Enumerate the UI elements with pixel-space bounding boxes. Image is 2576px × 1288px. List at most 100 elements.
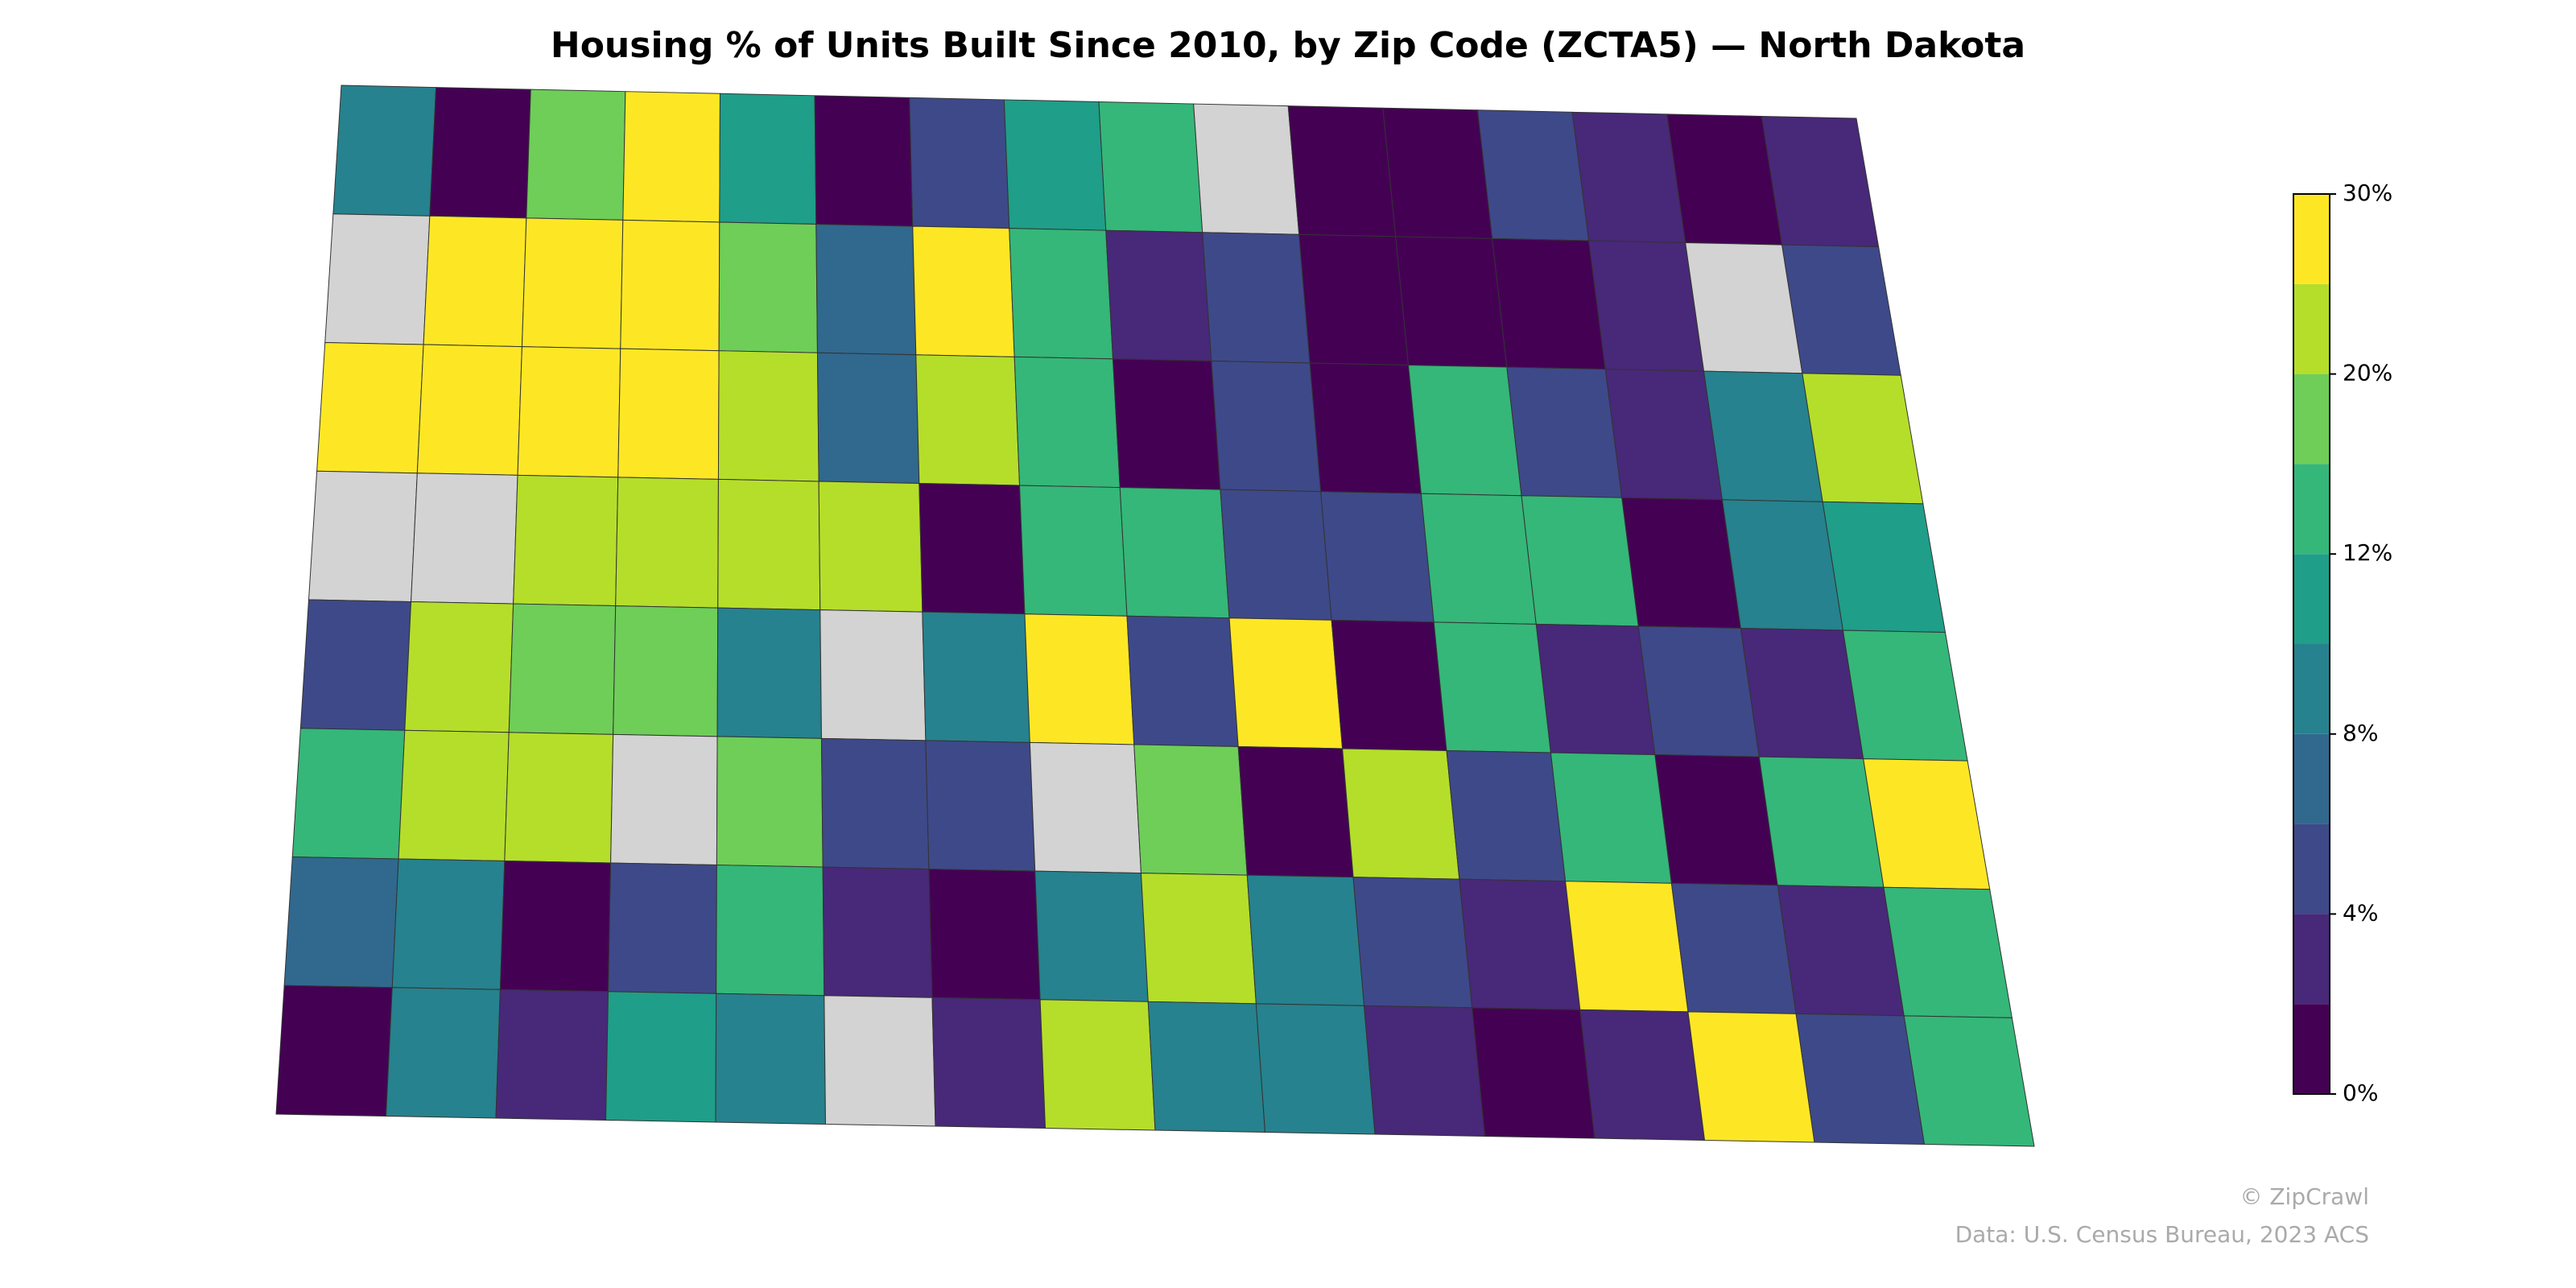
zip-region [1571, 111, 1686, 244]
colorbar-bin [2293, 914, 2330, 1005]
zip-region [717, 350, 819, 482]
zip-region [915, 354, 1021, 486]
colorbar-bin [2293, 824, 2330, 914]
zip-region [1382, 107, 1493, 239]
zip-region [1309, 362, 1422, 494]
zip-region [416, 344, 522, 476]
zip-region [822, 866, 933, 998]
zip-region [824, 995, 936, 1127]
colorbar-tick-label: 4% [2343, 899, 2378, 926]
zip-region [332, 85, 437, 217]
zip-region [815, 224, 917, 356]
zip-region [1009, 228, 1114, 360]
zip-region [622, 91, 721, 223]
zip-region [517, 346, 621, 478]
zip-region [1003, 99, 1107, 231]
zip-region [1565, 881, 1689, 1013]
zip-region [1119, 487, 1230, 619]
colorbar-tick-label: 8% [2343, 720, 2378, 746]
colorbar-bin [2293, 644, 2330, 734]
zip-region [1126, 615, 1239, 747]
zip-region [1013, 356, 1121, 489]
zip-region [1740, 627, 1864, 760]
colorbar-tick-label: 12% [2343, 539, 2392, 566]
colorbar-frame [2293, 193, 2330, 1095]
zip-region [495, 989, 609, 1121]
zip-region [818, 481, 923, 613]
zip-region [299, 599, 412, 731]
zip-region [1781, 244, 1901, 376]
zip-region [1363, 1005, 1486, 1137]
zip-region [819, 609, 927, 741]
zip-region [912, 225, 1015, 357]
zip-region [1654, 754, 1778, 886]
zip-region [1395, 236, 1508, 368]
zip-region [615, 477, 719, 609]
zip-region [1034, 870, 1149, 1002]
colorbar-bin [2293, 464, 2330, 555]
zip-region [1193, 103, 1300, 235]
zip-region [1407, 365, 1522, 497]
zip-region [919, 482, 1026, 615]
zip-region [1098, 101, 1203, 233]
zip-region [925, 740, 1036, 872]
zip-region [391, 858, 506, 990]
colorbar-bin [2293, 374, 2330, 464]
zip-region [1202, 232, 1311, 364]
zip-region [1802, 373, 1924, 505]
zip-region [1903, 1015, 2035, 1147]
zip-region [1342, 748, 1460, 880]
zip-region [1147, 1001, 1266, 1133]
zip-region [1795, 1013, 1926, 1146]
zip-region [1320, 491, 1435, 623]
map-title: Housing % of Units Built Since 2010, by … [551, 25, 2025, 66]
zip-region [820, 737, 930, 870]
zip-region [283, 856, 399, 989]
zip-region [504, 732, 614, 864]
zip-region [526, 89, 626, 221]
zip-region [1220, 489, 1332, 621]
zip-region [1331, 619, 1447, 752]
zip-region [1140, 873, 1257, 1005]
zip-region [928, 869, 1041, 1001]
zip-region [814, 95, 914, 227]
zip-region [610, 733, 718, 866]
zip-region [398, 729, 510, 862]
zip-region [909, 97, 1010, 229]
zip-region [719, 93, 817, 225]
zip-region [1112, 358, 1221, 490]
zip-region [1255, 1003, 1376, 1135]
zip-region [608, 862, 717, 994]
zip-region [1521, 495, 1639, 627]
zip-region [715, 993, 827, 1125]
zip-region [411, 473, 518, 605]
zip-region [508, 603, 617, 735]
zip-region [1822, 501, 1946, 634]
zip-region [931, 997, 1046, 1129]
zip-region [404, 601, 514, 733]
colorbar-bin [2293, 283, 2330, 374]
colorbar-tick-label: 0% [2343, 1080, 2378, 1106]
zip-region [605, 991, 717, 1123]
zip-region [1588, 240, 1705, 372]
zip-region [1721, 499, 1844, 631]
zip-region [1024, 613, 1135, 745]
zip-region [1446, 749, 1567, 882]
zip-region [291, 728, 406, 860]
zip-region [1579, 1009, 1706, 1141]
zip-region [1535, 623, 1656, 756]
zip-region [521, 217, 624, 349]
zip-region [423, 215, 527, 348]
zip-region [1298, 233, 1410, 366]
zip-region [1019, 485, 1128, 617]
zip-region [1133, 744, 1248, 876]
zip-region [275, 985, 393, 1117]
zip-region [1420, 493, 1537, 625]
zip-region [1863, 758, 1991, 890]
zip-region [1637, 625, 1760, 758]
zip-region [1237, 745, 1354, 878]
zip-region [429, 87, 531, 219]
zip-region [816, 352, 920, 484]
zip-region [1883, 886, 2013, 1018]
